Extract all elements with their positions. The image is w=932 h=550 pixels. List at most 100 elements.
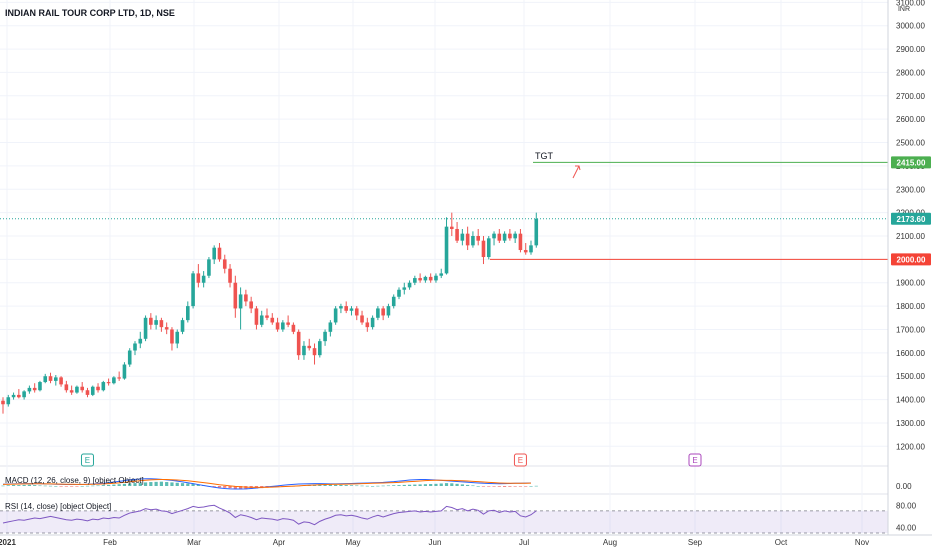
macd-histogram-bar xyxy=(328,484,332,486)
macd-histogram-bar xyxy=(59,486,63,487)
macd-histogram-bar xyxy=(239,486,243,489)
candle-body xyxy=(154,320,158,325)
macd-histogram-bar xyxy=(233,486,237,489)
candle-body xyxy=(513,233,517,239)
macd-histogram-bar xyxy=(43,485,47,487)
candle-body xyxy=(323,331,327,342)
x-tick-label: May xyxy=(345,538,360,547)
currency-label: INR xyxy=(898,6,910,13)
macd-histogram-bar xyxy=(91,485,95,487)
time-axis[interactable]: 2021 Feb Mar Apr May Jun Jul Aug Sep Oct Nov xyxy=(0,534,932,547)
macd-histogram-bar xyxy=(191,483,195,486)
x-tick-label: Nov xyxy=(855,538,869,547)
macd-histogram-bar xyxy=(365,485,369,487)
candle-body xyxy=(370,317,375,328)
candle-body xyxy=(186,306,190,321)
y-tick-label: 1700.00 xyxy=(896,325,925,334)
candle-body xyxy=(191,273,195,307)
macd-histogram-bar xyxy=(143,482,148,486)
macd-histogram-bar xyxy=(476,486,480,487)
candle-body xyxy=(159,320,164,328)
x-tick-label: Jul xyxy=(519,538,529,547)
level-price-tag-label: 2173.60 xyxy=(897,215,926,224)
macd-histogram-bar xyxy=(529,486,533,487)
arrow-up-icon xyxy=(572,165,581,179)
candle-body xyxy=(180,320,185,332)
macd-histogram-bar xyxy=(107,484,111,486)
candle-body xyxy=(529,245,533,253)
candle-body xyxy=(233,282,238,309)
macd-histogram-bar xyxy=(217,486,222,488)
y-tick-label: 1400.00 xyxy=(896,396,925,405)
candles-series xyxy=(1,212,539,414)
candle-body xyxy=(106,382,111,384)
macd-histogram-bar xyxy=(487,486,491,487)
macd-histogram-bar xyxy=(397,485,401,486)
candle-body xyxy=(312,348,317,356)
candle-body xyxy=(59,377,63,385)
rsi-tick-label: 80.00 xyxy=(896,501,917,510)
y-tick-label: 2700.00 xyxy=(896,92,925,101)
candle-body xyxy=(222,259,227,269)
candle-body xyxy=(270,317,275,323)
macd-histogram-bar xyxy=(418,484,422,486)
macd-histogram-bar xyxy=(360,485,364,487)
macd-histogram-bar xyxy=(471,485,475,487)
candle-body xyxy=(407,282,412,288)
macd-histogram-bar xyxy=(159,481,163,486)
candle-body xyxy=(85,390,90,395)
candle-body xyxy=(444,226,449,274)
macd-histogram-bar xyxy=(508,486,512,487)
macd-signal-line xyxy=(2,479,532,488)
candle-body xyxy=(275,322,280,330)
y-tick-label: 2100.00 xyxy=(896,232,925,241)
x-tick-label: Aug xyxy=(603,538,617,547)
candle-body xyxy=(196,273,201,283)
earnings-badge xyxy=(80,453,94,467)
y-tick-label: 1300.00 xyxy=(896,419,925,428)
candle-body xyxy=(360,315,364,323)
candle-body xyxy=(349,308,354,311)
candle-body xyxy=(265,315,269,318)
candle-body xyxy=(413,278,417,283)
candle-body xyxy=(434,275,438,281)
candle-body xyxy=(212,247,216,260)
candle-body xyxy=(460,233,465,241)
candle-body xyxy=(32,387,37,391)
candle-body xyxy=(64,384,69,391)
candle-body xyxy=(381,308,385,316)
candle-body xyxy=(296,331,301,356)
candle-body xyxy=(450,226,454,229)
candle-body xyxy=(492,233,496,239)
earnings-badge-label: E xyxy=(518,456,523,465)
macd-histogram-bar xyxy=(381,485,385,487)
y-tick-label: 2800.00 xyxy=(896,68,925,77)
candle-body xyxy=(175,331,180,344)
x-tick-label: Jun xyxy=(429,538,442,547)
price-axis[interactable]: 1200.00 1300.00 1400.00 1500.00 1600.00 1700.… xyxy=(887,0,931,535)
macd-histogram-bar xyxy=(444,483,449,486)
candle-body xyxy=(307,345,312,349)
macd-histogram-bar xyxy=(439,483,443,486)
candle-body xyxy=(402,287,407,290)
macd-histogram-bar xyxy=(481,486,486,487)
rsi-tick-label: 40.00 xyxy=(896,523,917,532)
macd-histogram-bar xyxy=(323,484,327,486)
candle-body xyxy=(328,322,333,332)
macd-histogram-bar xyxy=(96,485,100,487)
macd-histogram-bar xyxy=(349,485,354,486)
macd-histogram-bar xyxy=(85,485,90,487)
macd-histogram-bar xyxy=(38,485,42,487)
macd-histogram-bar xyxy=(355,485,359,487)
candle-body xyxy=(344,306,348,311)
macd-histogram-bar xyxy=(175,482,179,486)
candle-body xyxy=(397,289,401,297)
macd-histogram-bar xyxy=(434,483,438,486)
candle-body xyxy=(365,322,370,328)
macd-histogram-bar xyxy=(180,483,185,486)
candle-body xyxy=(6,397,11,405)
macd-histogram-bar xyxy=(455,483,459,486)
y-tick-label: 1600.00 xyxy=(896,349,925,358)
candle-body xyxy=(481,240,486,258)
earnings-badge xyxy=(513,453,527,467)
